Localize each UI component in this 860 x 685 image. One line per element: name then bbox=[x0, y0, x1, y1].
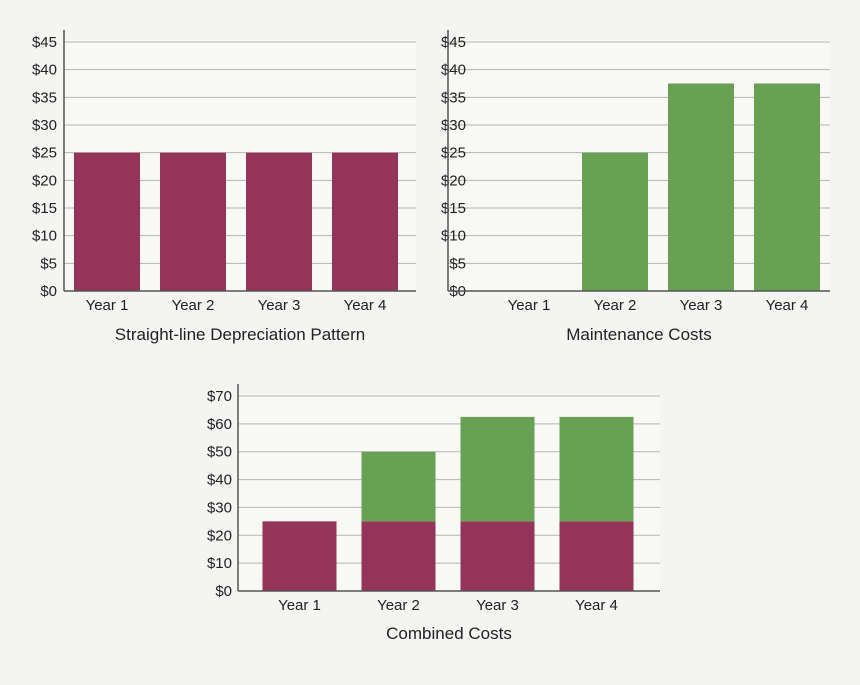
x-category-label: Year 4 bbox=[766, 297, 809, 314]
y-tick-label: $40 bbox=[32, 62, 57, 79]
y-tick-label: $0 bbox=[215, 583, 232, 600]
bar-depreciation-1-1 bbox=[74, 152, 140, 291]
x-category-label: Year 4 bbox=[344, 297, 387, 314]
y-tick-label: $5 bbox=[449, 255, 466, 272]
y-tick-label: $40 bbox=[207, 472, 232, 489]
bar-depreciation-1-2 bbox=[160, 152, 226, 291]
x-category-label: Year 2 bbox=[172, 297, 215, 314]
y-tick-label: $60 bbox=[207, 416, 232, 433]
bar-combined-1-3 bbox=[460, 521, 535, 591]
x-category-label: Year 2 bbox=[377, 597, 420, 614]
y-tick-label: $10 bbox=[441, 228, 466, 245]
y-tick-label: $20 bbox=[32, 172, 57, 189]
bar-combined-2-4 bbox=[559, 416, 634, 522]
y-tick-label: $45 bbox=[32, 34, 57, 51]
y-tick-label: $25 bbox=[441, 145, 466, 162]
y-tick-label: $30 bbox=[207, 499, 232, 516]
x-category-label: Year 4 bbox=[575, 597, 618, 614]
x-category-label: Year 3 bbox=[680, 297, 723, 314]
y-tick-label: $45 bbox=[441, 34, 466, 51]
y-tick-label: $20 bbox=[441, 172, 466, 189]
x-category-label: Year 3 bbox=[258, 297, 301, 314]
y-tick-label: $70 bbox=[207, 388, 232, 405]
bar-combined-2-3 bbox=[460, 416, 535, 522]
bar-combined-2-2 bbox=[361, 451, 436, 522]
chart-title: Maintenance Costs bbox=[566, 325, 712, 344]
y-tick-label: $50 bbox=[207, 444, 232, 461]
chart-title: Straight-line Depreciation Pattern bbox=[115, 325, 365, 344]
y-tick-label: $20 bbox=[207, 527, 232, 544]
y-tick-label: $10 bbox=[207, 555, 232, 572]
y-tick-label: $35 bbox=[441, 89, 466, 106]
chart-title: Combined Costs bbox=[386, 624, 512, 643]
bar-depreciation-1-4 bbox=[332, 152, 398, 291]
x-category-label: Year 3 bbox=[476, 597, 519, 614]
x-category-label: Year 1 bbox=[86, 297, 129, 314]
y-tick-label: $40 bbox=[441, 62, 466, 79]
bar-maintenance-1-2 bbox=[582, 152, 648, 291]
y-tick-label: $5 bbox=[40, 255, 57, 272]
y-tick-label: $30 bbox=[32, 117, 57, 134]
bar-combined-1-2 bbox=[361, 521, 436, 591]
bar-maintenance-1-4 bbox=[754, 83, 820, 291]
bar-combined-1-1 bbox=[262, 521, 337, 591]
x-category-label: Year 1 bbox=[278, 597, 321, 614]
y-tick-label: $35 bbox=[32, 89, 57, 106]
bar-depreciation-1-3 bbox=[246, 152, 312, 291]
y-tick-label: $15 bbox=[32, 200, 57, 217]
y-tick-label: $30 bbox=[441, 117, 466, 134]
bar-combined-1-4 bbox=[559, 521, 634, 591]
x-category-label: Year 1 bbox=[508, 297, 551, 314]
x-category-label: Year 2 bbox=[594, 297, 637, 314]
y-tick-label: $10 bbox=[32, 228, 57, 245]
y-tick-label: $15 bbox=[441, 200, 466, 217]
y-tick-label: $25 bbox=[32, 145, 57, 162]
y-tick-label: $0 bbox=[40, 283, 57, 300]
bar-maintenance-1-3 bbox=[668, 83, 734, 291]
